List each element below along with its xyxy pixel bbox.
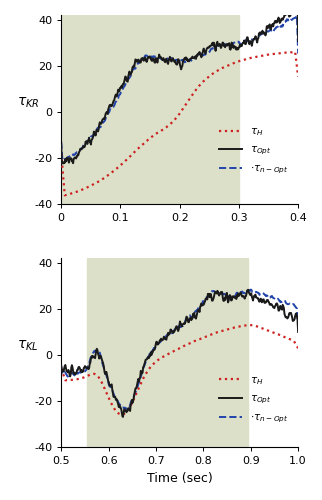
Bar	[61, 15, 239, 204]
X-axis label: Time (sec): Time (sec)	[147, 472, 213, 485]
Legend: $\tau_H$, $\tau_{Opt}$, $\cdot\tau_{n-Opt}$: $\tau_H$, $\tau_{Opt}$, $\cdot\tau_{n-Op…	[215, 371, 293, 429]
Y-axis label: $\tau_{KR}$: $\tau_{KR}$	[17, 96, 39, 110]
Y-axis label: $\tau_{KL}$: $\tau_{KL}$	[17, 338, 39, 353]
Legend: $\tau_H$, $\tau_{Opt}$, $\cdot\tau_{n-Opt}$: $\tau_H$, $\tau_{Opt}$, $\cdot\tau_{n-Op…	[215, 122, 293, 180]
Bar	[87, 258, 248, 448]
